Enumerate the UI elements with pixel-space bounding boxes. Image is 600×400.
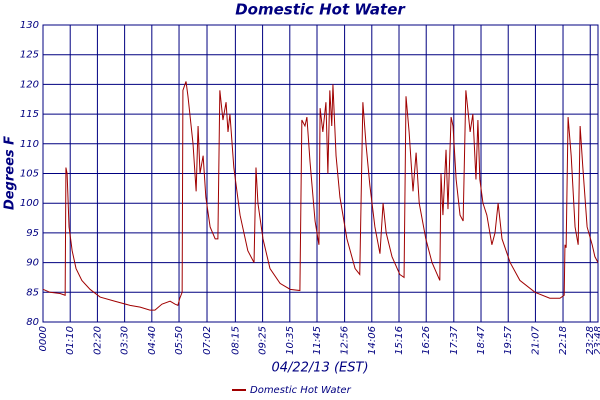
x-tick-label: 17:37	[449, 325, 460, 354]
x-tick-label: 08:15	[230, 326, 241, 355]
x-tick-label: 23:28	[585, 326, 596, 355]
x-tick-label: 03:30	[120, 326, 131, 355]
x-tick-label: 14:06	[367, 326, 378, 355]
y-tick-label: 90	[26, 258, 39, 269]
y-tick-label: 105	[20, 169, 39, 180]
y-tick-label: 110	[20, 139, 39, 150]
x-tick-label: 21:07	[530, 325, 541, 354]
y-tick-label: 130	[20, 20, 39, 31]
x-tick-label: 15:16	[394, 326, 405, 355]
y-tick-label: 95	[26, 228, 39, 239]
x-tick-label: 07:02	[202, 326, 213, 355]
plot-frame	[42, 24, 599, 323]
x-tick-label: 18:47	[476, 325, 487, 354]
y-tick-label: 100	[20, 198, 39, 209]
y-tick-label: 85	[26, 287, 39, 298]
x-tick-label: 09:25	[258, 326, 269, 355]
y-axis-label: Degrees F	[3, 136, 18, 210]
x-axis-label: 04/22/13 (EST)	[271, 361, 368, 376]
x-tick-label: 0000	[38, 326, 49, 351]
x-tick-label: 10:35	[285, 326, 296, 355]
x-tick-label: 22:18	[558, 326, 569, 355]
y-tick-label: 80	[26, 317, 39, 328]
x-tick-label: 11:45	[312, 326, 323, 355]
x-tick-label: 01:10	[65, 326, 76, 355]
x-tick-label: 04:40	[147, 326, 158, 355]
x-tick-label: 12:56	[340, 326, 351, 355]
chart-title: Domestic Hot Water	[235, 1, 406, 19]
x-tick-label: 05:50	[174, 326, 185, 355]
x-tick-label: 19:57	[503, 325, 514, 354]
legend-label: Domestic Hot Water	[250, 385, 352, 396]
x-tick-label: 02:20	[92, 326, 103, 355]
x-tick-label: 16:26	[421, 326, 432, 355]
x-tick-label: 23:48	[593, 326, 600, 355]
y-tick-label: 125	[20, 50, 39, 61]
y-tick-label: 120	[20, 79, 39, 90]
y-tick-label: 115	[20, 109, 39, 120]
data-line	[42, 81, 599, 311]
